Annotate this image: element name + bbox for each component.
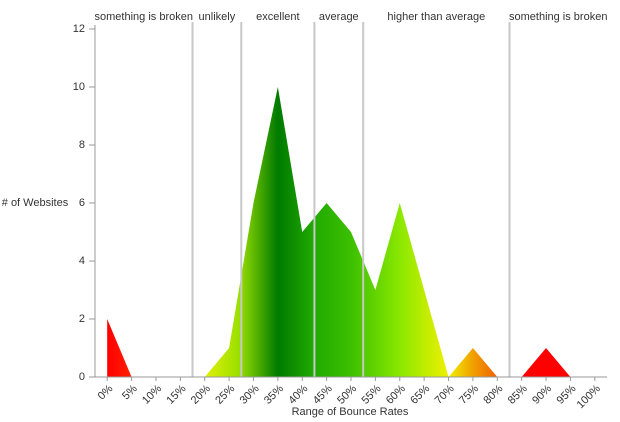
x-tick-label: 100% <box>575 383 604 412</box>
region-label: excellent <box>256 11 299 23</box>
x-tick-label: 30% <box>238 383 262 407</box>
x-tick-label: 20% <box>189 383 213 407</box>
x-axis-title: Range of Bounce Rates <box>292 406 409 418</box>
x-tick-label: 75% <box>457 383 481 407</box>
y-tick-label: 6 <box>79 197 85 209</box>
x-tick-label: 80% <box>481 383 505 407</box>
region-label: something is broken <box>95 11 193 23</box>
x-tick-label: 65% <box>408 383 432 407</box>
y-tick-label: 4 <box>79 255 85 267</box>
y-axis-title: # of Websites <box>2 197 69 209</box>
y-tick-label: 2 <box>79 313 85 325</box>
area <box>107 87 595 377</box>
x-tick-label: 45% <box>311 383 335 407</box>
region-label: average <box>319 11 359 23</box>
y-tick-label: 0 <box>79 371 85 383</box>
x-tick-label: 90% <box>530 383 554 407</box>
x-tick-label: 40% <box>286 383 310 407</box>
x-tick-label: 0% <box>96 383 116 403</box>
region-label: higher than average <box>387 11 485 23</box>
y-tick-label: 12 <box>73 23 85 35</box>
x-tick-label: 55% <box>359 383 383 407</box>
y-tick-label: 10 <box>73 81 85 93</box>
x-tick-label: 70% <box>433 383 457 407</box>
y-tick-label: 8 <box>79 139 85 151</box>
x-tick-label: 10% <box>140 383 164 407</box>
x-tick-label: 5% <box>120 383 140 403</box>
x-tick-label: 60% <box>384 383 408 407</box>
x-tick-label: 35% <box>262 383 286 407</box>
x-tick-label: 85% <box>506 383 530 407</box>
region-label: something is broken <box>509 11 607 23</box>
x-tick-label: 50% <box>335 383 359 407</box>
x-tick-label: 15% <box>164 383 188 407</box>
region-label: unlikely <box>199 11 236 23</box>
x-tick-label: 25% <box>213 383 237 407</box>
